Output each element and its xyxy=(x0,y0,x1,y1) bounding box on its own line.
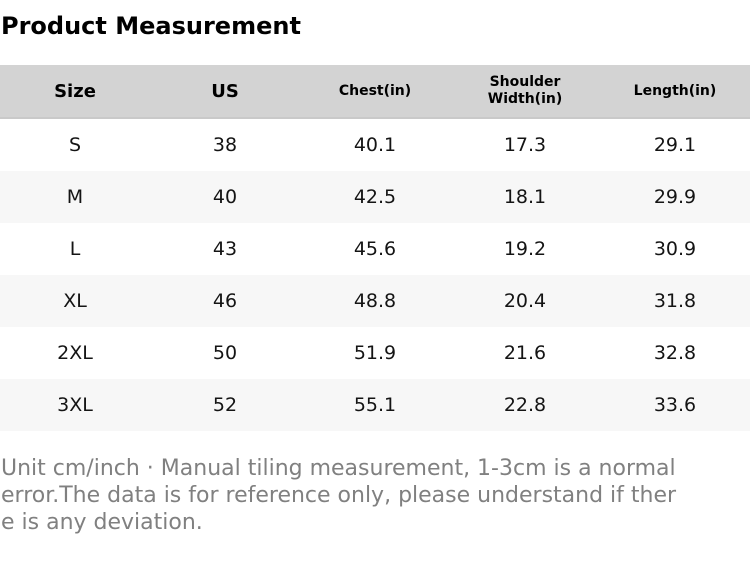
column-header-length: Length(in) xyxy=(600,65,750,119)
table-row: S 38 40.1 17.3 29.1 xyxy=(0,118,750,171)
cell-chest: 51.9 xyxy=(353,342,397,364)
cell-size: XL xyxy=(63,290,87,312)
footer-line: Unit cm/inch · Manual tiling measurement… xyxy=(1,456,676,481)
cell-us: 40 xyxy=(212,186,238,208)
column-header-us: US xyxy=(150,65,300,119)
cell-length: 31.8 xyxy=(653,290,697,312)
page-title: Product Measurement xyxy=(1,12,301,40)
column-header-shoulder: Shoulder Width(in) xyxy=(450,65,600,119)
cell-size: 3XL xyxy=(57,394,93,416)
table-header-row: Size US Chest(in) Shoulder Width(in) Len… xyxy=(0,65,750,119)
cell-chest: 40.1 xyxy=(353,134,397,156)
table-row: 3XL 52 55.1 22.8 33.6 xyxy=(0,379,750,431)
table-row: XL 46 48.8 20.4 31.8 xyxy=(0,275,750,327)
cell-us: 38 xyxy=(212,134,238,156)
cell-chest: 48.8 xyxy=(353,290,397,312)
measurement-table: Size US Chest(in) Shoulder Width(in) Len… xyxy=(0,65,750,431)
column-header-chest: Chest(in) xyxy=(300,65,450,119)
table-row: 2XL 50 51.9 21.6 32.8 xyxy=(0,327,750,379)
cell-shoulder: 19.2 xyxy=(503,238,547,260)
footer-line: e is any deviation. xyxy=(1,510,203,535)
cell-length: 32.8 xyxy=(653,342,697,364)
footer-note: Unit cm/inch · Manual tiling measurement… xyxy=(1,455,750,536)
cell-chest: 42.5 xyxy=(353,186,397,208)
table-row: M 40 42.5 18.1 29.9 xyxy=(0,171,750,223)
cell-size: 2XL xyxy=(57,342,93,364)
cell-us: 52 xyxy=(212,394,238,416)
cell-size: S xyxy=(68,134,82,156)
cell-length: 30.9 xyxy=(653,238,697,260)
cell-size: M xyxy=(66,186,84,208)
column-header-size: Size xyxy=(0,65,150,119)
footer-line: error.The data is for reference only, pl… xyxy=(1,483,677,508)
cell-us: 43 xyxy=(212,238,238,260)
cell-us: 46 xyxy=(212,290,238,312)
cell-shoulder: 21.6 xyxy=(503,342,547,364)
cell-length: 33.6 xyxy=(653,394,697,416)
cell-shoulder: 17.3 xyxy=(503,134,547,156)
cell-length: 29.9 xyxy=(653,186,697,208)
table-row: L 43 45.6 19.2 30.9 xyxy=(0,223,750,275)
cell-chest: 45.6 xyxy=(353,238,397,260)
cell-us: 50 xyxy=(212,342,238,364)
cell-shoulder: 22.8 xyxy=(503,394,547,416)
cell-shoulder: 20.4 xyxy=(503,290,547,312)
cell-chest: 55.1 xyxy=(353,394,397,416)
cell-length: 29.1 xyxy=(653,134,697,156)
cell-shoulder: 18.1 xyxy=(503,186,547,208)
cell-size: L xyxy=(69,238,81,260)
